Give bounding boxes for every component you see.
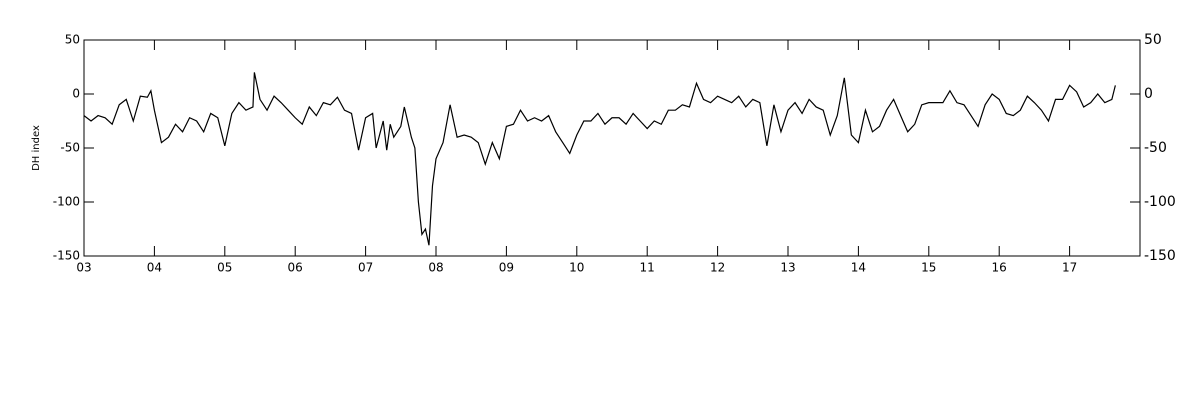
y2-tick-label: -150 (1144, 248, 1176, 264)
y2-tick-label: 0 (1144, 86, 1153, 102)
x-tick-label: 03 (76, 261, 91, 275)
x-tick-label: 09 (499, 261, 514, 275)
x-tick-label: 13 (780, 261, 795, 275)
x-tick-label: 10 (569, 261, 584, 275)
x-tick-label: 11 (640, 261, 655, 275)
x-tick-label: 14 (851, 261, 866, 275)
data-line (83, 72, 1116, 246)
y-tick-label: -50 (60, 141, 80, 155)
x-tick-label: 08 (428, 261, 443, 275)
y2-tick-label: 50 (1144, 32, 1162, 48)
x-tick-label: 17 (1062, 261, 1077, 275)
y-tick-label: 0 (72, 87, 80, 101)
x-tick-label: 07 (358, 261, 373, 275)
y-tick-label: -100 (53, 195, 80, 209)
x-tick-label: 05 (217, 261, 232, 275)
x-tick-label: 06 (288, 261, 303, 275)
y-axis-label: DH index (31, 125, 42, 171)
y-tick-label: 50 (65, 33, 80, 47)
y2-tick-label: -100 (1144, 194, 1176, 210)
y2-tick-label: -50 (1144, 140, 1167, 156)
x-tick-label: 15 (921, 261, 936, 275)
x-tick-label: 16 (992, 261, 1007, 275)
y-tick-label: -150 (53, 249, 80, 263)
x-tick-label: 04 (147, 261, 162, 275)
x-tick-label: 12 (710, 261, 725, 275)
